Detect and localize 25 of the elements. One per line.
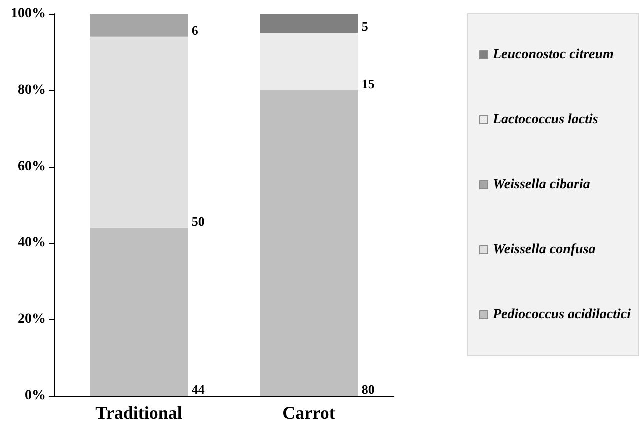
legend-label: Leuconostoc citreum — [492, 48, 614, 62]
y-tick-label: 100% — [11, 6, 46, 22]
legend-label: Weissella confusa — [492, 242, 596, 258]
data-label: 15 — [362, 76, 376, 92]
y-tick-label: 40% — [18, 236, 46, 251]
legend-label: Weissella cibaria — [492, 178, 590, 192]
x-tick-label: Traditional — [96, 403, 182, 423]
data-label: 44 — [192, 382, 206, 397]
data-label: 5 — [362, 19, 369, 34]
y-tick-label: 60% — [18, 159, 46, 174]
x-tick-label: Carrot — [282, 403, 336, 423]
bar — [260, 14, 358, 34]
bar — [90, 36, 188, 228]
data-label: 6 — [192, 22, 199, 38]
bar — [90, 228, 188, 396]
data-label: 80 — [362, 382, 375, 397]
y-tick-label: 0% — [25, 388, 46, 404]
legend-label: Lactococcus lactis — [492, 112, 599, 128]
bar — [260, 33, 358, 90]
y-tick-label: 80% — [18, 82, 46, 98]
data-label: 50 — [192, 214, 205, 229]
y-tick-label: 20% — [18, 312, 46, 328]
bar — [260, 90, 358, 396]
legend-label: Pediococcus acidilactici — [492, 308, 632, 322]
bar — [90, 14, 188, 37]
